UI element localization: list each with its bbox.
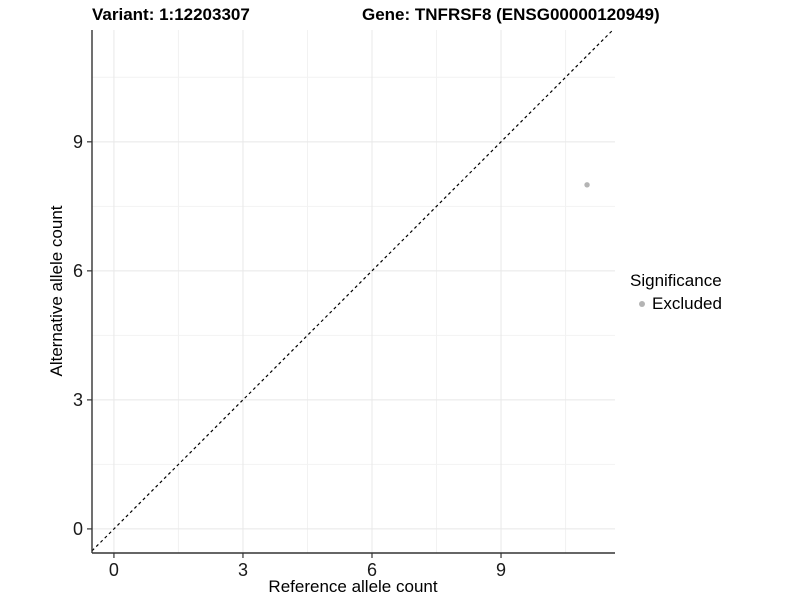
x-tick-label: 0 [109, 560, 119, 580]
x-axis-title: Reference allele count [268, 577, 438, 596]
y-tick-label: 3 [73, 390, 83, 410]
x-tick-label: 9 [496, 560, 506, 580]
legend: Significance Excluded [630, 271, 722, 314]
y-tick-label: 9 [73, 132, 83, 152]
legend-title: Significance [630, 271, 722, 290]
x-tick-label: 6 [367, 560, 377, 580]
y-axis-title: Alternative allele count [47, 205, 66, 377]
y-tick-label: 0 [73, 519, 83, 539]
data-point [584, 182, 590, 188]
y-tick-label: 6 [73, 261, 83, 281]
identity-dashed-line [91, 29, 614, 552]
legend-entry-excluded: Excluded [630, 294, 722, 314]
legend-entry-label: Excluded [652, 294, 722, 313]
variant-title: Variant: 1:12203307 [92, 5, 250, 24]
gene-title: Gene: TNFRSF8 (ENSG00000120949) [362, 5, 660, 24]
x-tick-label: 3 [238, 560, 248, 580]
excluded-point-icon [639, 301, 645, 307]
